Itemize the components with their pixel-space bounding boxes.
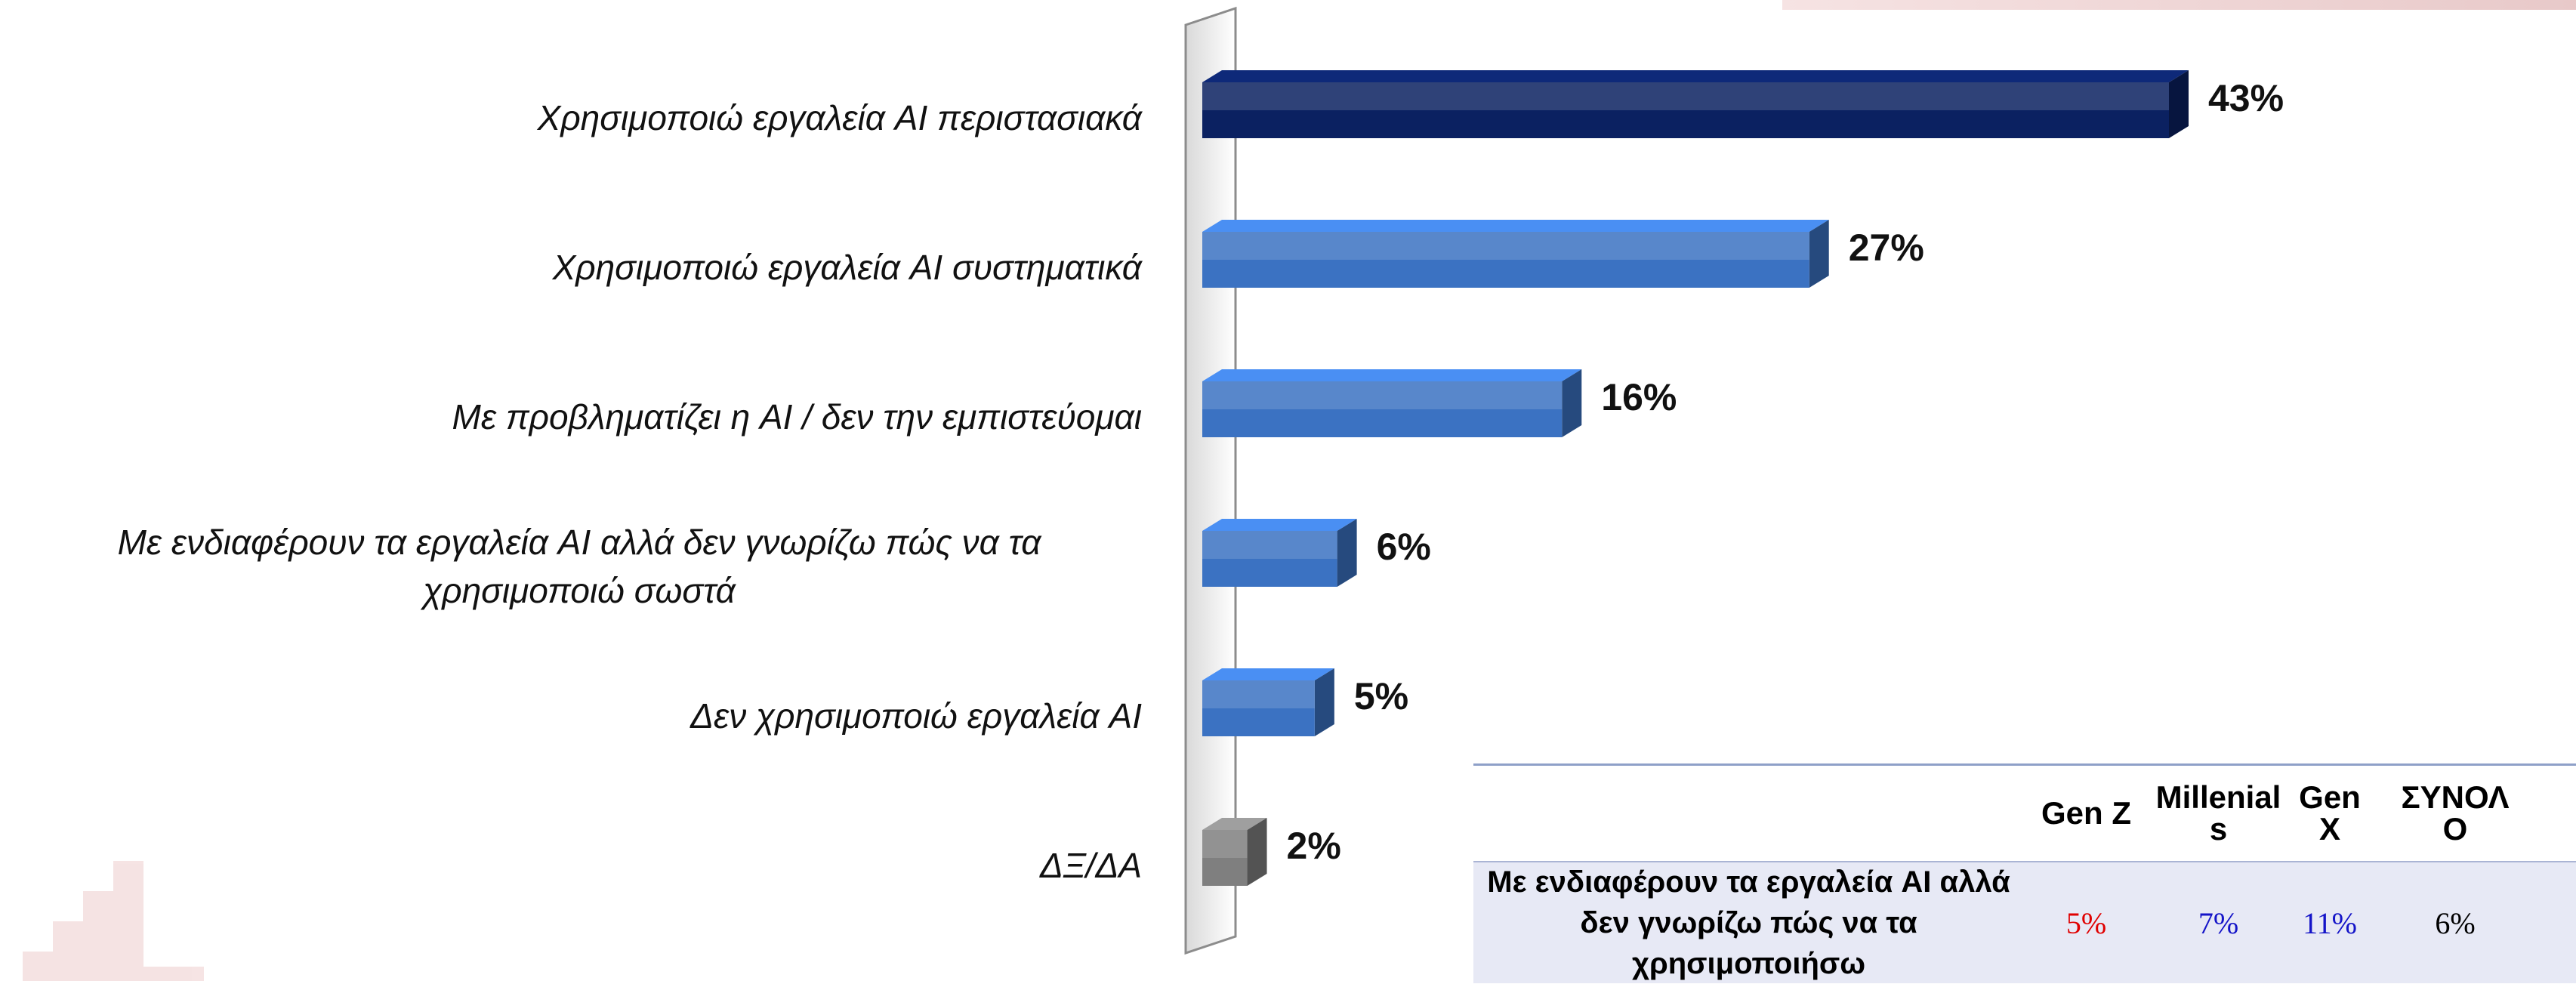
table-row: Με ενδιαφέρουν τα εργαλεία AI αλλά δεν γ…	[1473, 862, 2576, 983]
bar-highlight	[1202, 381, 1563, 409]
data-label: 5%	[1354, 675, 1408, 717]
bar-top	[1202, 668, 1334, 680]
bar	[1202, 232, 1809, 288]
table-cell: 11%	[2303, 905, 2357, 940]
corner-decoration	[23, 861, 204, 981]
bar-side	[1314, 668, 1334, 736]
category-label: ΔΞ/ΔΑ	[1039, 846, 1142, 885]
bar-top	[1202, 369, 1582, 381]
data-label: 27%	[1849, 227, 1924, 269]
bar-highlight	[1202, 680, 1315, 708]
row-label: Με ενδιαφέρουν τα εργαλεία AI αλλά δεν γ…	[1487, 865, 2010, 980]
data-label: 16%	[1601, 376, 1677, 418]
bar-highlight	[1202, 82, 2169, 110]
data-label: 6%	[1377, 526, 1431, 568]
bar-highlight	[1202, 830, 1248, 858]
table-cell: 7%	[2198, 905, 2239, 940]
bar	[1202, 82, 2169, 138]
column-header-text: Millenials	[2155, 779, 2281, 847]
bar-top	[1202, 818, 1267, 830]
bar-top	[1202, 220, 1829, 232]
bar-top	[1202, 70, 2189, 82]
axis-wall	[1184, 6, 1237, 955]
column-header: Millenials	[2149, 766, 2288, 861]
bar	[1202, 531, 1337, 587]
bar	[1202, 381, 1563, 437]
bar	[1202, 830, 1248, 886]
column-header: Gen X	[2288, 766, 2371, 861]
category-label: Χρησιμοποιώ εργαλεία AI συστηματικά	[552, 248, 1142, 287]
bar-highlight	[1202, 232, 1809, 260]
bar-side	[1337, 519, 1357, 587]
data-label: 2%	[1287, 825, 1341, 867]
category-label: Δεν χρησιμοποιώ εργαλεία AI	[690, 696, 1142, 736]
table-cell: 6%	[2435, 905, 2476, 940]
category-label: Με προβληματίζει η AI / δεν την εμπιστεύ…	[452, 397, 1142, 436]
data-label: 43%	[2208, 77, 2284, 119]
bar-highlight	[1202, 531, 1337, 559]
column-header-text: Gen Z	[2041, 795, 2131, 831]
column-header: Gen Z	[2024, 766, 2149, 861]
bar	[1202, 680, 1315, 736]
bar-side	[1562, 369, 1582, 437]
table: Gen Z Millenials Gen X ΣΥΝΟΛΟ Με ενδιαφέρου…	[1473, 763, 2576, 983]
category-label: Χρησιμοποιώ εργαλεία AI περιστασιακά	[537, 98, 1142, 137]
bar-side	[1809, 220, 1829, 288]
column-header: ΣΥΝΟΛΟ	[2371, 766, 2539, 861]
bar-side	[2169, 70, 2189, 138]
column-header-text: ΣΥΝΟΛΟ	[2401, 779, 2510, 847]
bar-top	[1202, 519, 1357, 531]
decoration	[1782, 0, 2576, 10]
column-header-text: Gen X	[2299, 779, 2361, 847]
table-header: Gen Z Millenials Gen X ΣΥΝΟΛΟ	[1473, 766, 2576, 862]
category-label: Με ενδιαφέρουν τα εργαλεία AI αλλά δεν γ…	[117, 523, 1041, 610]
bar-side	[1247, 818, 1267, 886]
table-cell: 5%	[2065, 905, 2107, 940]
